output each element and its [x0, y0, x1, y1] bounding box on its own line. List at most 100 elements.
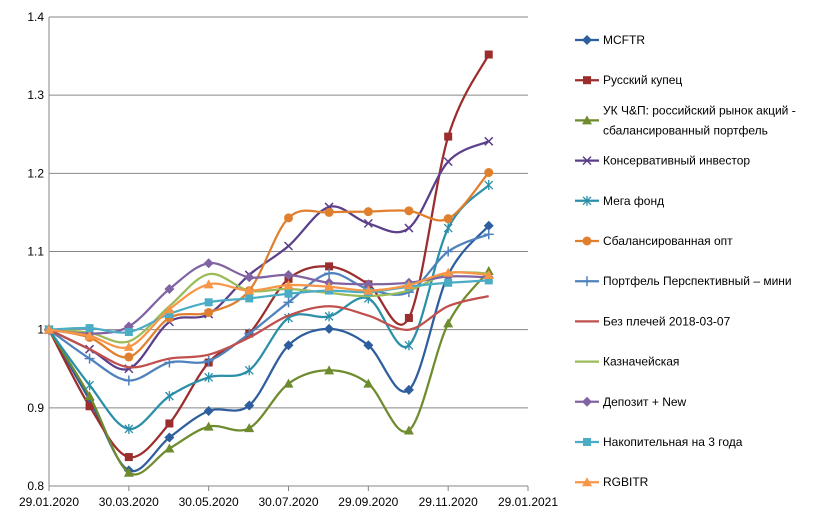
data-point [483, 269, 494, 279]
data-point [283, 340, 294, 351]
data-point [164, 443, 175, 453]
data-point [404, 313, 413, 322]
data-point [85, 324, 94, 333]
data-point [85, 380, 95, 391]
plot-area [44, 50, 494, 477]
series-7 [48, 295, 489, 369]
series-line [48, 271, 489, 349]
legend-item-11: RGBITR [575, 475, 649, 489]
data-point [443, 157, 453, 167]
data-point [84, 353, 95, 364]
legend-swatch-marker [582, 477, 592, 487]
data-point [124, 423, 134, 434]
legend-swatch-marker [583, 76, 591, 85]
data-point [203, 279, 214, 289]
y-tick-label: 0.9 [27, 401, 44, 415]
y-tick-label: 1.1 [27, 245, 44, 259]
data-point [164, 304, 175, 314]
data-point [324, 281, 335, 291]
series-line [48, 140, 490, 371]
data-point [283, 269, 294, 280]
data-point [165, 310, 174, 319]
data-point [443, 223, 453, 234]
series-line [48, 295, 489, 369]
data-point [404, 206, 414, 216]
data-point [363, 207, 373, 217]
data-point [363, 378, 374, 388]
x-tick-label: 30.03.2020 [99, 495, 159, 509]
legend-swatch-marker [582, 195, 592, 206]
data-point [204, 298, 213, 307]
data-point [324, 207, 334, 217]
data-point [245, 294, 254, 303]
legend-swatch-marker [582, 396, 592, 407]
legend-item-7: Без плечей 2018-03-07 [575, 314, 731, 328]
data-point [443, 214, 453, 224]
data-point [44, 324, 54, 334]
data-point [403, 280, 414, 290]
data-point [363, 285, 374, 295]
data-point [124, 328, 133, 337]
legend-swatch-marker [582, 276, 592, 287]
series-0 [44, 220, 494, 476]
data-point [484, 50, 493, 59]
x-tick-label: 29.09.2020 [338, 495, 398, 509]
legend: MCFTR Русский купец УК Ч&П: российский рын… [575, 33, 796, 489]
data-point [124, 453, 133, 462]
data-point [203, 405, 214, 416]
legend-label: УК Ч&П: российский рынок акций - [603, 103, 796, 117]
legend-item-3: Консервативный инвестор [575, 154, 750, 168]
data-point [244, 400, 255, 411]
legend-label: MCFTR [603, 33, 645, 47]
legend-label: Консервативный инвестор [603, 154, 750, 168]
x-tick-label: 30.05.2020 [179, 495, 239, 509]
legend-item-6: Портфель Перспективный – мини [575, 274, 792, 288]
data-point [404, 223, 414, 233]
legend-swatch-marker [582, 236, 592, 246]
legend-label: Накопительная на 3 года [603, 435, 743, 449]
data-point [324, 268, 335, 279]
legend-label: сбалансированный портфель [603, 123, 768, 137]
legend-label: Русский купец [603, 73, 682, 87]
data-point [283, 280, 294, 290]
legend-label: Мега фонд [603, 194, 664, 208]
data-point [204, 307, 214, 317]
x-tick-label: 29.01.2021 [498, 495, 558, 509]
data-point [244, 285, 255, 295]
legend-label: Казначейская [603, 355, 679, 369]
data-point [325, 262, 334, 271]
y-tick-label: 1.2 [27, 166, 44, 180]
data-point [484, 180, 494, 191]
legend-label: Сбалансированная опт [603, 234, 733, 248]
data-point [84, 391, 95, 401]
legend-swatch-marker [582, 115, 592, 125]
data-point [283, 241, 294, 251]
data-point [363, 218, 373, 228]
data-point [123, 467, 134, 477]
data-point [85, 402, 94, 411]
data-point [164, 432, 175, 443]
legend-item-8: Казначейская [575, 355, 679, 369]
legend-label: RGBITR [603, 475, 649, 489]
series-line [48, 270, 490, 476]
series-2 [44, 266, 494, 477]
data-point [403, 425, 414, 435]
data-point [165, 419, 174, 428]
data-point [203, 258, 214, 269]
legend-item-2: УК Ч&П: российский рынок акций - сбаланси… [575, 103, 796, 137]
legend-label: Портфель Перспективный – мини [603, 274, 792, 288]
data-point [484, 136, 494, 146]
legend-swatch-marker [583, 438, 591, 446]
data-point [403, 384, 414, 395]
data-point [284, 213, 293, 223]
data-point [283, 297, 294, 308]
legend-item-4: Мега фонд [575, 194, 664, 208]
data-point [123, 341, 134, 351]
legend-label: Депозит + New [603, 395, 687, 409]
data-point [404, 340, 414, 351]
data-point [443, 246, 454, 257]
x-tick-label: 30.07.2020 [258, 495, 318, 509]
legend-label: Без плечей 2018-03-07 [603, 314, 731, 328]
data-point [444, 132, 453, 141]
